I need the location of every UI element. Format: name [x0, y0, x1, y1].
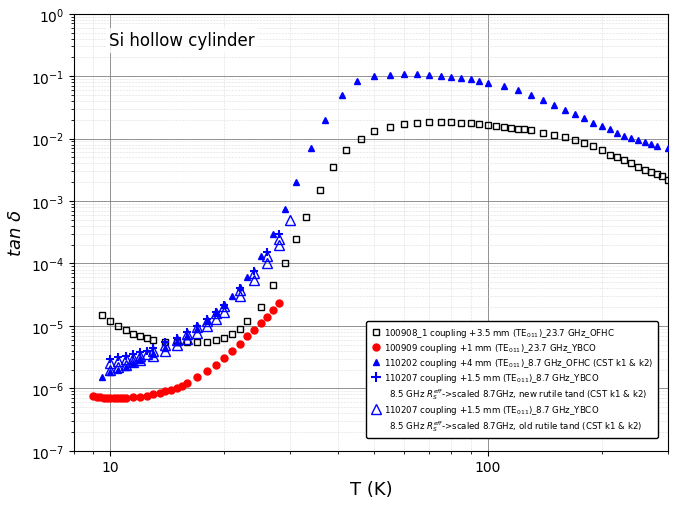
Legend: 100908_1 coupling +3.5 mm (TE$_{011}$)_23.7 GHz_OFHC, 100909 coupling +1 mm (TE$: 100908_1 coupling +3.5 mm (TE$_{011}$)_2… [367, 322, 658, 438]
Y-axis label: tan δ: tan δ [7, 210, 25, 256]
X-axis label: T (K): T (K) [350, 480, 392, 498]
Text: Si hollow cylinder: Si hollow cylinder [109, 32, 255, 50]
